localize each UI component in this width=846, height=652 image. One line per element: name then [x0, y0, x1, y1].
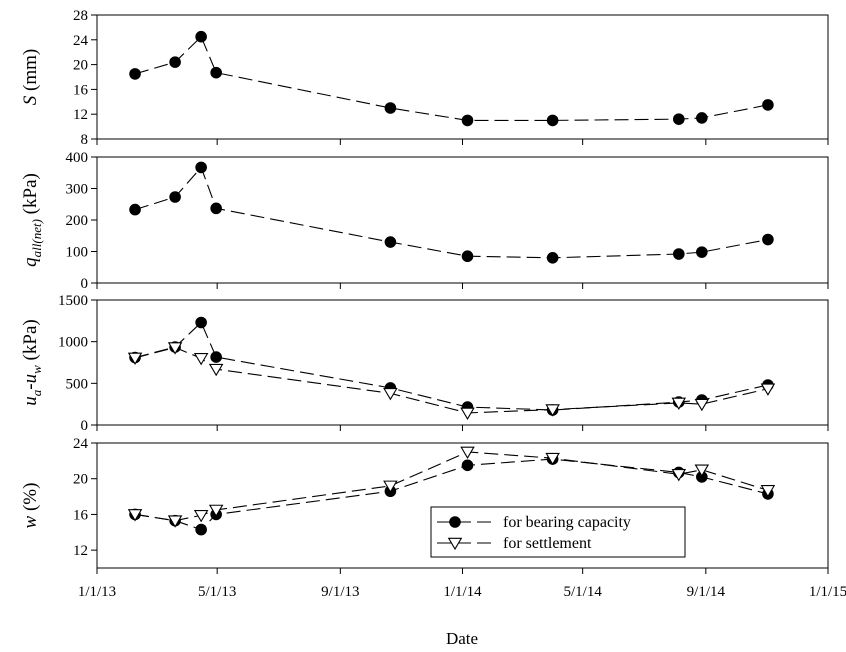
point-w-0-5 — [461, 459, 474, 472]
point-q-0-6 — [546, 251, 559, 264]
legend: for bearing capacity for settlement — [430, 506, 686, 558]
ytick-label-w-2: 20 — [73, 472, 88, 488]
ylabel-w: w (%) — [20, 483, 41, 529]
point-suction-1-8 — [694, 398, 710, 412]
point-suction-1-0 — [127, 352, 143, 365]
point-w-1-4 — [383, 480, 398, 493]
point-q-0-5 — [461, 250, 474, 263]
xtick-label-3: 1/1/14 — [443, 584, 482, 600]
point-w-0-2 — [195, 523, 207, 536]
series-line-q-0 — [134, 166, 769, 259]
point-w-1-0 — [127, 509, 143, 522]
xtick-label-0: 1/1/13 — [78, 584, 116, 600]
point-suction-1-1 — [167, 342, 183, 355]
point-S-0-9 — [762, 99, 774, 111]
series-line-suction-1 — [134, 346, 769, 414]
ytick-label-S-3: 20 — [73, 58, 88, 74]
xtick-label-2: 9/1/13 — [321, 584, 359, 600]
point-suction-0-3 — [210, 351, 222, 363]
panel-frames-layer — [91, 14, 829, 574]
xtick-label-4: 5/1/14 — [563, 584, 602, 600]
point-w-1-2 — [193, 510, 209, 523]
series-line-suction-0 — [134, 321, 769, 411]
xtick-label-1: 5/1/13 — [198, 584, 236, 600]
series-line-S-0 — [134, 35, 769, 121]
point-suction-1-3 — [208, 363, 224, 377]
point-q-0-8 — [696, 246, 708, 258]
ytick-label-q-0: 0 — [81, 276, 89, 292]
point-w-1-5 — [460, 446, 475, 459]
point-suction-1-4 — [383, 388, 398, 401]
ytick-label-suction-0: 0 — [81, 418, 89, 434]
ylabel-suction: ua-uw (kPa) — [20, 319, 44, 405]
point-suction-1-7 — [671, 397, 687, 410]
legend-label-1: for settlement — [503, 535, 592, 552]
x-axis-label: Date — [446, 629, 478, 648]
point-q-0-2 — [195, 161, 207, 174]
point-w-1-6 — [545, 452, 560, 466]
ytick-label-suction-2: 1000 — [58, 335, 88, 351]
point-q-0-3 — [210, 202, 222, 215]
y-axis-labels-layer: S (mm) qall(net) (kPa) ua-uw (kPa) w (%) — [20, 49, 44, 529]
point-S-0-6 — [546, 114, 559, 127]
ytick-label-S-2: 16 — [73, 82, 89, 98]
point-S-0-2 — [195, 30, 207, 43]
tick-labels-layer: 8 12 16 20 24 28 0 100 200 300 400 0 500 1000 1500 12 16… — [58, 8, 846, 600]
ytick-label-q-1: 100 — [66, 245, 89, 261]
ytick-label-q-3: 300 — [66, 182, 89, 198]
point-q-0-9 — [762, 233, 774, 246]
ytick-label-q-2: 200 — [66, 213, 89, 229]
panel-frame-q — [96, 156, 829, 284]
point-S-0-8 — [696, 112, 708, 124]
ylabel-q: qall(net) (kPa) — [20, 173, 44, 267]
legend-box — [430, 506, 686, 558]
point-w-1-9 — [760, 485, 776, 498]
xtick-label-5: 9/1/14 — [687, 584, 726, 600]
ytick-label-w-3: 24 — [73, 436, 89, 452]
point-w-1-8 — [694, 464, 710, 477]
point-S-0-4 — [384, 102, 397, 114]
point-q-0-0 — [129, 203, 141, 216]
point-q-0-1 — [169, 191, 181, 203]
point-suction-1-9 — [760, 383, 776, 396]
point-w-1-3 — [208, 504, 224, 518]
ytick-label-S-1: 12 — [73, 107, 88, 123]
legend-label-0: for bearing capacity — [503, 514, 631, 531]
point-suction-1-2 — [193, 353, 209, 366]
series-line-w-1 — [134, 451, 769, 522]
point-q-0-4 — [384, 236, 397, 248]
series-lines-layer — [134, 35, 769, 531]
ytick-label-S-4: 24 — [73, 33, 89, 49]
point-S-0-5 — [461, 114, 474, 127]
legend-marker-1 — [447, 537, 463, 551]
point-w-1-1 — [167, 515, 183, 528]
point-q-0-7 — [672, 248, 685, 260]
legend-marker-0 — [449, 516, 461, 528]
point-suction-1-6 — [545, 404, 560, 417]
ytick-label-suction-1: 500 — [66, 376, 89, 392]
ytick-label-S-5: 28 — [73, 8, 88, 24]
point-suction-1-5 — [460, 407, 475, 420]
ytick-label-suction-3: 1500 — [58, 293, 88, 309]
ytick-label-S-0: 8 — [81, 132, 89, 148]
series-line-w-0 — [134, 458, 769, 531]
point-S-0-0 — [129, 68, 141, 80]
point-S-0-7 — [672, 113, 685, 125]
ylabel-S: S (mm) — [20, 49, 41, 105]
series-marks-layer — [127, 30, 776, 536]
point-suction-0-2 — [195, 316, 207, 329]
xtick-label-6: 1/1/15 — [809, 584, 846, 600]
ytick-label-q-4: 400 — [66, 150, 89, 166]
point-S-0-3 — [210, 66, 222, 79]
point-S-0-1 — [169, 56, 181, 68]
ytick-label-w-1: 16 — [73, 507, 89, 523]
point-w-1-7 — [671, 468, 687, 482]
ytick-label-w-0: 12 — [73, 543, 88, 559]
